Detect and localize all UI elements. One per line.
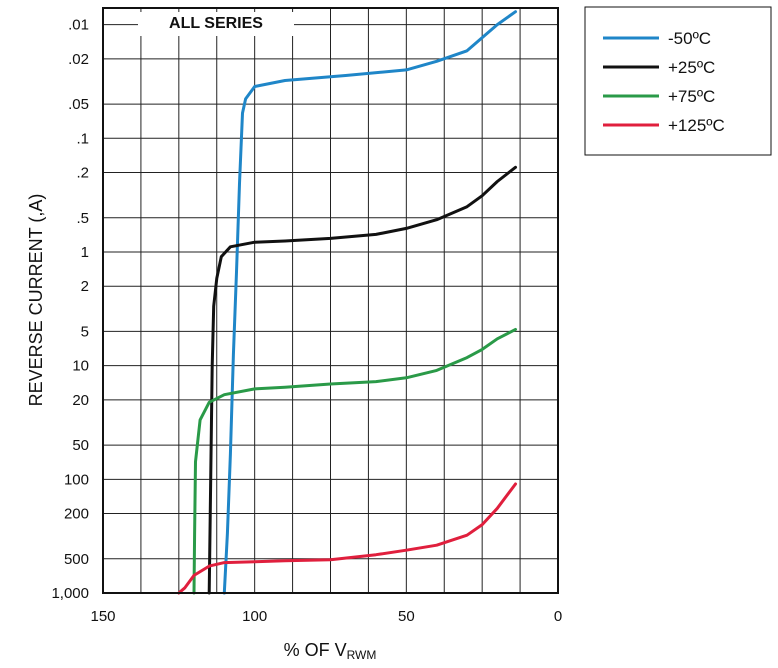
- y-tick-label: 1,000: [51, 585, 89, 602]
- x-tick-label: 50: [398, 608, 415, 625]
- y-tick-label: 200: [64, 506, 89, 523]
- plot-frame: [102, 7, 559, 594]
- legend-label-2: +75ºC: [668, 87, 715, 106]
- series-lines: [177, 10, 517, 595]
- y-tick-label: .01: [68, 17, 89, 34]
- y-tick-label: 50: [72, 437, 89, 454]
- y-axis-title: REVERSE CURRENT (,A): [26, 194, 46, 407]
- series-line-0: [222, 10, 517, 595]
- x-tick-label: 0: [554, 608, 562, 625]
- x-tick-label: 150: [90, 608, 115, 625]
- y-tick-label: .1: [76, 130, 89, 147]
- y-tick-labels: .01 .02 .05 .1 .2 .5 1 2 5 10 20 50 100 200 500 1,000: [51, 17, 89, 602]
- series-line-3: [177, 482, 517, 595]
- y-tick-label: .2: [76, 165, 89, 182]
- y-tick-label: 100: [64, 471, 89, 488]
- y-tick-label: 2: [81, 278, 89, 295]
- x-axis-title-subscript: RWM: [347, 648, 377, 662]
- legend-label-0: -50ºC: [668, 29, 711, 48]
- x-tick-labels: 150 100 50 0: [90, 608, 562, 625]
- x-axis-title-main: % OF V: [284, 640, 347, 660]
- x-axis-title: % OF VRWM: [284, 640, 377, 662]
- y-tick-label: 500: [64, 551, 89, 568]
- y-tick-label: .5: [76, 210, 89, 227]
- y-tick-label: 10: [72, 358, 89, 375]
- series-line-1: [207, 165, 517, 595]
- legend-box: [584, 6, 772, 156]
- x-tick-label: 100: [242, 608, 267, 625]
- y-tick-label: 1: [81, 244, 89, 261]
- y-tick-label: .02: [68, 51, 89, 68]
- grid-layer: [103, 8, 558, 594]
- y-tick-label: 5: [81, 323, 89, 340]
- legend: -50ºC +25ºC +75ºC +125ºC: [603, 29, 725, 135]
- y-tick-label: 20: [72, 392, 89, 409]
- plot-title-background: [138, 12, 294, 36]
- series-line-2: [192, 327, 517, 595]
- legend-label-3: +125ºC: [668, 116, 725, 135]
- legend-label-1: +25ºC: [668, 58, 715, 77]
- y-tick-label: .05: [68, 96, 89, 113]
- plot-title: ALL SERIES: [169, 15, 263, 32]
